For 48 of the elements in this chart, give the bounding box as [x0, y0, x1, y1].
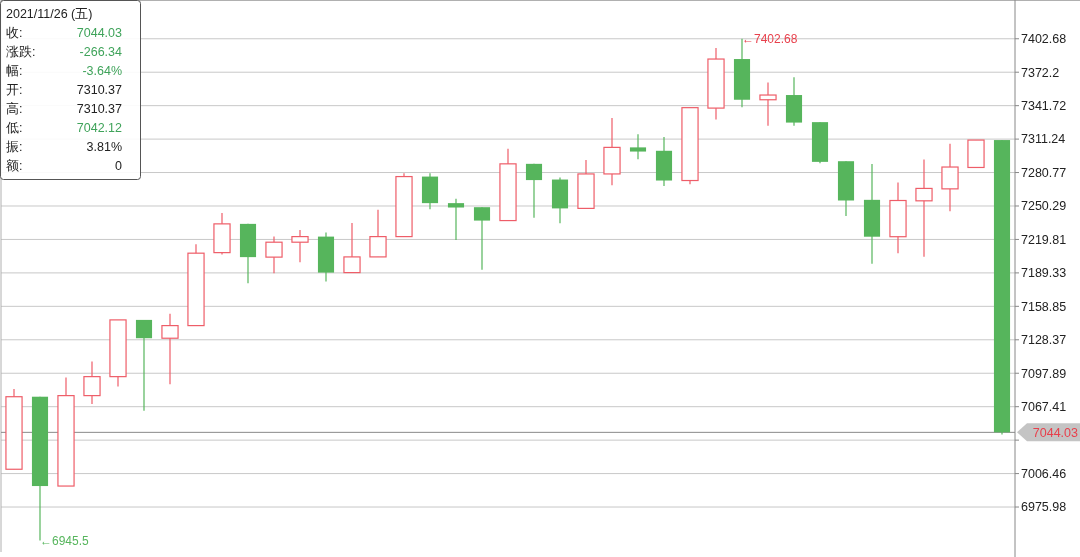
y-tick-label: 7250.29 — [1021, 199, 1067, 214]
candlestick — [629, 133, 647, 160]
candlestick — [369, 209, 387, 258]
y-tick-label: 7189.33 — [1021, 266, 1067, 281]
annotation: 低: — [6, 121, 23, 135]
annotation: ←6945.5 — [40, 533, 90, 548]
annotation: 幅: — [6, 64, 23, 78]
y-tick-label: 7158.85 — [1021, 299, 1067, 314]
annotation: 高: — [6, 101, 23, 116]
candlestick — [473, 206, 491, 271]
annotation: -3.64% — [82, 64, 122, 78]
y-tick-label: 7128.37 — [1021, 333, 1067, 348]
annotation: 7310.37 — [76, 102, 123, 116]
candlestick — [525, 163, 543, 219]
candlestick — [83, 361, 101, 405]
candlestick — [941, 143, 959, 212]
y-tick-label: 7219.81 — [1021, 232, 1067, 247]
candlestick — [447, 198, 465, 241]
annotation: 2021/11/26 (五) — [6, 7, 93, 21]
y-tick-label: 7067.41 — [1021, 400, 1067, 415]
annotation: 开: — [6, 83, 23, 97]
y-tick-label: 7402.68 — [1021, 32, 1067, 47]
y-tick-label: 7311.24 — [1021, 132, 1066, 147]
annotation: 振: — [6, 140, 23, 154]
annotation: 额: — [6, 159, 23, 173]
y-tick-label: 7280.77 — [1021, 165, 1067, 180]
y-tick-label: 7372.2 — [1021, 65, 1060, 80]
annotation: 7042.12 — [76, 121, 123, 135]
annotation: -266.34 — [79, 45, 123, 59]
candlestick — [161, 313, 179, 385]
y-tick-label: 7341.72 — [1021, 99, 1067, 114]
annotation: 涨跌: — [6, 45, 36, 59]
y-tick-label: 6975.98 — [1021, 500, 1067, 515]
y-tick-label: 7006.46 — [1021, 466, 1067, 481]
candlestick — [291, 229, 309, 263]
annotation: 3.81% — [86, 140, 122, 154]
annotation: ←7402.68 — [742, 31, 798, 46]
y-tick-label: 7097.89 — [1021, 366, 1067, 381]
candlestick — [265, 236, 283, 274]
annotation: 7044.03 — [76, 26, 123, 40]
candlestick — [135, 319, 153, 412]
annotation: 0 — [115, 159, 123, 173]
candlestick — [915, 158, 933, 258]
annotation: 收: — [6, 26, 23, 40]
candlestick — [759, 81, 777, 127]
ref-line-label: 7044.03 — [1032, 425, 1079, 440]
annotation: 7310.37 — [76, 83, 123, 97]
candlestick — [343, 222, 361, 274]
